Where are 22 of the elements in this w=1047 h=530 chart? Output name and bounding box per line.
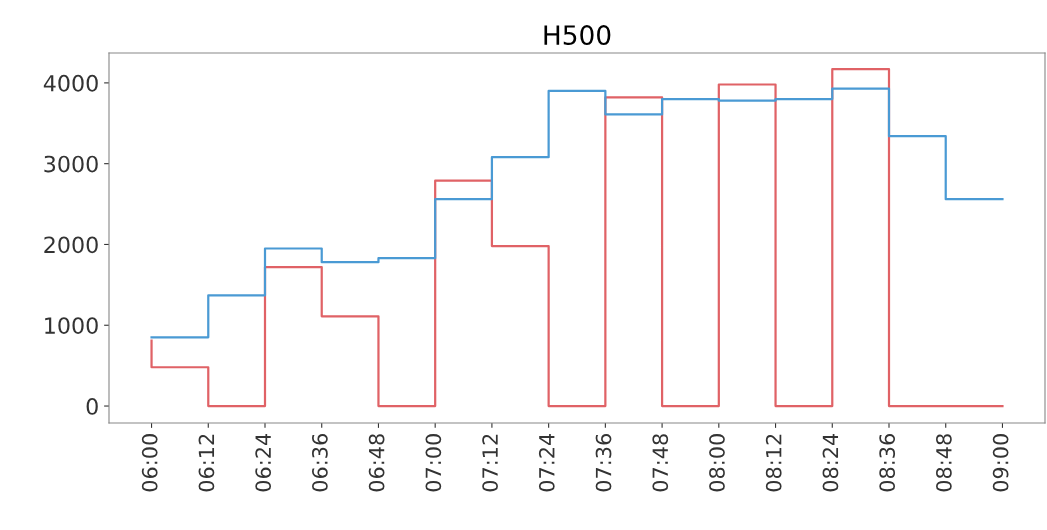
x-tick-label: 07:36 bbox=[595, 434, 612, 492]
x-tick-label: 07:24 bbox=[538, 433, 555, 492]
x-tick-label: 08:48 bbox=[936, 434, 952, 492]
y-tick-label: 4000 bbox=[43, 74, 98, 92]
y-tick-label: 3000 bbox=[44, 155, 98, 173]
x-tick-label: 09:00 bbox=[992, 434, 1009, 492]
x-tick-label: 08:36 bbox=[879, 434, 896, 492]
x-tick-label: 07:12 bbox=[482, 434, 498, 492]
x-tick-label: 06:00 bbox=[141, 434, 158, 492]
x-tick-label: 06:48 bbox=[368, 434, 385, 492]
x-tick-label: 06:12 bbox=[198, 434, 215, 492]
x-tick-label: 08:24 bbox=[822, 433, 839, 492]
x-tick-label: 06:24 bbox=[255, 433, 272, 492]
x-tick-label: 08:00 bbox=[709, 434, 725, 492]
y-tick-label: 2000 bbox=[44, 236, 98, 254]
x-tick-label: 06:36 bbox=[312, 434, 328, 492]
x-tick-label: 07:48 bbox=[652, 434, 669, 492]
x-tick-label: 07:00 bbox=[425, 434, 442, 492]
chart-title: H500 bbox=[544, 25, 611, 46]
y-tick-label: 1000 bbox=[45, 317, 98, 335]
x-tick-label: 08:12 bbox=[765, 434, 782, 492]
y-tick-label: 0 bbox=[86, 397, 98, 415]
